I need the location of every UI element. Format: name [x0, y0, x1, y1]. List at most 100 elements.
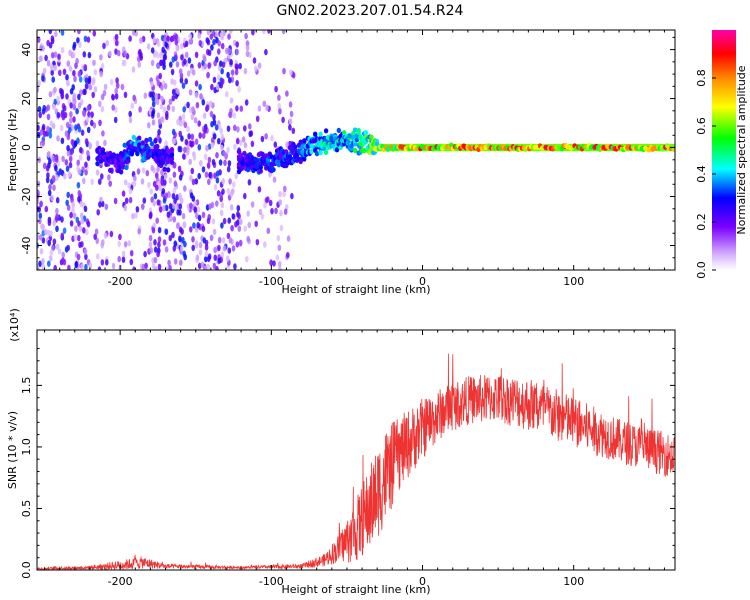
spectrogram-noise-cell	[198, 242, 203, 249]
spectrogram-ridge-cell	[313, 131, 318, 137]
spectrogram-noise-cell	[232, 112, 237, 119]
spectrogram-noise-cell	[78, 154, 83, 161]
spectrogram-noise-cell	[273, 141, 278, 148]
spectrogram-noise-cell	[127, 240, 132, 247]
spectrogram-noise-cell	[188, 158, 192, 166]
spectrogram-noise-cell	[65, 93, 69, 100]
spectrogram-noise-cell	[243, 141, 248, 149]
spectrogram-noise-cell	[219, 209, 224, 217]
snr-ytick-label: 1.5	[20, 377, 33, 395]
spectrogram-noise-cell	[155, 172, 159, 179]
spectrogram-noise-cell	[161, 188, 166, 195]
spectrogram-ridge-cell	[169, 156, 175, 162]
spectrogram-ridge-cell	[293, 144, 298, 150]
spectrogram-noise-cell	[60, 93, 65, 100]
spectrogram-noise-cell	[113, 116, 118, 124]
spectrogram-noise-cell	[111, 94, 115, 101]
spectrogram-noise-cell	[132, 180, 137, 187]
spectrogram-noise-cell	[133, 175, 137, 182]
spectrogram-noise-cell	[212, 114, 216, 121]
spectrogram-noise-cell	[98, 201, 102, 208]
spectrogram-noise-cell	[180, 135, 184, 142]
spectrogram-noise-cell	[236, 205, 241, 212]
spectrogram-noise-cell	[156, 166, 160, 173]
spectrogram-noise-cell	[50, 194, 54, 202]
colorbar-label: Normalized spectral amplitude	[735, 65, 748, 234]
spectrogram-noise-cell	[257, 62, 262, 69]
spectrogram-noise-cell	[83, 205, 88, 212]
spectrogram-noise-cell	[222, 150, 226, 157]
spectrogram-noise-cell	[63, 173, 67, 180]
spectrogram-noise-cell	[75, 108, 79, 115]
spectrogram-ridge-cell	[169, 147, 175, 153]
spectrogram-noise-cell	[210, 44, 214, 51]
spectrogram-noise-cell	[50, 69, 54, 76]
spectrogram-noise-cell	[120, 83, 125, 91]
spectrogram-noise-cell	[277, 261, 282, 268]
spectrogram-noise-cell	[139, 54, 143, 61]
spectrogram-noise-cell	[182, 153, 186, 160]
spectrogram-noise-cell	[95, 237, 99, 245]
spectrogram-noise-cell	[74, 62, 78, 69]
spectrogram-ridge-cell	[672, 146, 675, 152]
spectrogram-noise-cell	[171, 202, 176, 209]
spectrogram-noise-cell	[141, 35, 146, 43]
spectrogram-noise-cell	[177, 145, 182, 153]
spectrogram-noise-cell	[39, 201, 43, 208]
spectrogram-noise-cell	[270, 208, 274, 215]
spectrogram-noise-cell	[141, 263, 146, 270]
spectrogram-noise-cell	[196, 222, 200, 229]
spectrogram-ridge-cell	[147, 136, 153, 142]
spectrogram-ridge-cell	[285, 160, 291, 166]
spectrogram-noise-cell	[235, 138, 240, 145]
spectrogram-noise-cell	[137, 228, 141, 235]
spectrogram-noise-cell	[101, 239, 105, 246]
spectrogram-noise-cell	[186, 70, 191, 77]
spectrogram-noise-cell	[129, 250, 134, 257]
spectrogram-noise-cell	[128, 110, 132, 118]
spectrogram-noise-cell	[275, 254, 280, 261]
spectrogram-noise-cell	[111, 262, 116, 270]
spectrogram-noise-cell	[156, 112, 161, 119]
spectrogram-noise-cell	[220, 201, 225, 209]
snr-xlabel: Height of straight line (km)	[281, 583, 430, 596]
spectrogram-noise-cell	[88, 262, 93, 269]
spectrogram-noise-cell	[69, 88, 74, 95]
spectrogram-noise-cell	[73, 140, 78, 147]
spectrogram-noise-cell	[135, 206, 140, 213]
spectrogram-noise-cell	[68, 49, 72, 56]
spectrogram-noise-cell	[246, 210, 250, 217]
spectrogram-ytick-label: -20	[20, 188, 33, 206]
spectrogram-noise-cell	[176, 209, 180, 216]
spectrogram-noise-cell	[200, 261, 205, 268]
spectrogram-noise-cell	[244, 99, 249, 106]
spectrogram-ytick-label: 0	[20, 144, 33, 151]
spectrogram-noise-cell	[98, 119, 102, 127]
spectrogram-noise-cell	[41, 139, 45, 146]
spectrogram-noise-cell	[175, 61, 180, 68]
spectrogram-marks	[37, 30, 675, 270]
spectrogram-noise-cell	[173, 79, 177, 86]
spectrogram-noise-cell	[79, 89, 83, 96]
spectrogram-noise-cell	[154, 50, 158, 57]
spectrogram-noise-cell	[70, 196, 74, 204]
spectrogram-noise-cell	[191, 106, 195, 113]
spectrogram-noise-cell	[267, 30, 271, 34]
spectrogram-noise-cell	[212, 228, 217, 236]
spectrogram-noise-cell	[281, 116, 285, 124]
spectrogram-noise-cell	[44, 54, 48, 62]
spectrogram-noise-cell	[46, 39, 50, 47]
spectrogram-noise-cell	[197, 120, 201, 127]
spectrogram-noise-cell	[212, 133, 217, 140]
spectrogram-noise-cell	[37, 192, 40, 200]
spectrogram-noise-cell	[162, 205, 166, 212]
spectrogram-noise-cell	[37, 86, 40, 93]
spectrogram-noise-cell	[92, 30, 97, 37]
spectrogram-noise-cell	[208, 100, 213, 107]
spectrogram-noise-cell	[190, 133, 195, 140]
spectrogram-noise-cell	[144, 262, 148, 269]
spectrogram-noise-cell	[151, 119, 156, 126]
spectrogram-noise-cell	[179, 77, 184, 84]
spectrogram-noise-cell	[64, 159, 69, 166]
spectrogram-noise-cell	[148, 234, 153, 242]
